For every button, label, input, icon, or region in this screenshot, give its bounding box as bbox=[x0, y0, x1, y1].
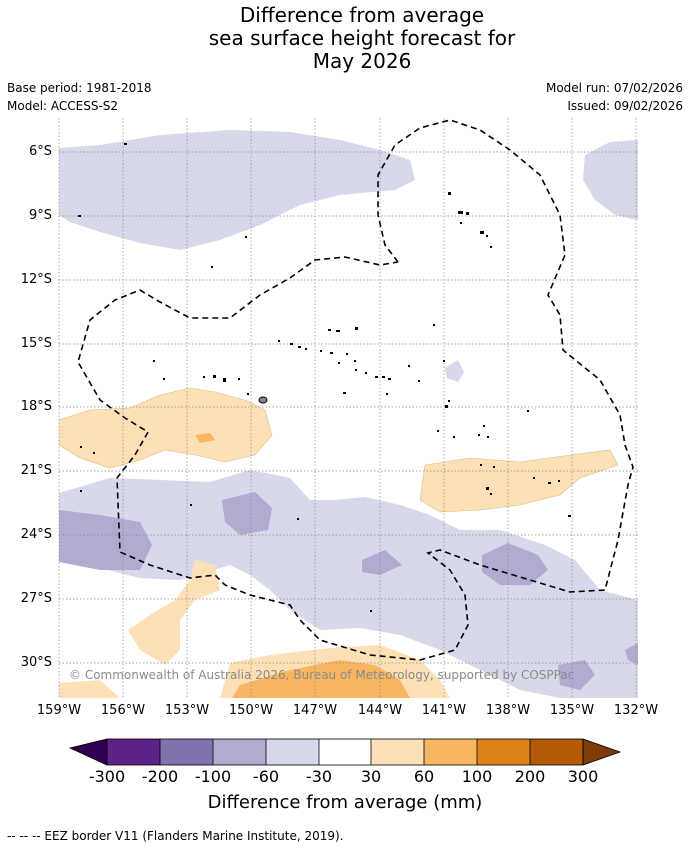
colorbar-label: 300 bbox=[567, 767, 599, 786]
islands bbox=[78, 143, 571, 612]
lon-label: 156°W bbox=[100, 703, 146, 718]
colorbar-label: 200 bbox=[514, 767, 546, 786]
footnote-eez: -- -- -- EEZ border V11 (Flanders Marine… bbox=[7, 829, 344, 843]
lon-label: 132°W bbox=[613, 703, 659, 718]
colorbar-label: -60 bbox=[252, 767, 280, 786]
meta-left: Base period: 1981-2018 Model: ACCESS-S2 bbox=[7, 79, 152, 115]
base-period: Base period: 1981-2018 bbox=[7, 81, 152, 95]
colorbar-segment bbox=[266, 739, 319, 765]
anomaly-field bbox=[59, 130, 638, 698]
model-name: Model: ACCESS-S2 bbox=[7, 99, 119, 113]
issued-date: Issued: 09/02/2026 bbox=[567, 99, 683, 113]
colorbar-segment bbox=[160, 739, 213, 765]
colorbar-segment bbox=[530, 739, 583, 765]
lon-label: 135°W bbox=[549, 703, 595, 718]
lon-label: 153°W bbox=[164, 703, 210, 718]
lat-label: 27°S bbox=[20, 591, 52, 606]
colorbar-label: -100 bbox=[194, 767, 232, 786]
colorbar-high-extend bbox=[582, 738, 622, 766]
lon-label: 141°W bbox=[421, 703, 467, 718]
colorbar-label: 30 bbox=[360, 767, 382, 786]
lat-label: 15°S bbox=[20, 336, 52, 351]
lat-label: 30°S bbox=[20, 655, 52, 670]
colorbar-low-extend bbox=[68, 738, 108, 766]
lon-label: 159°W bbox=[36, 703, 82, 718]
graticule bbox=[58, 118, 638, 698]
colorbar-segment bbox=[107, 739, 160, 765]
colorbar-segment bbox=[424, 739, 477, 765]
title-line-1: Difference from average bbox=[239, 3, 485, 27]
eez-border bbox=[77, 119, 634, 661]
lat-label: 6°S bbox=[28, 144, 52, 159]
lon-label: 147°W bbox=[292, 703, 338, 718]
lon-label: 144°W bbox=[357, 703, 403, 718]
colorbar-label: 60 bbox=[413, 767, 435, 786]
lon-label: 138°W bbox=[485, 703, 531, 718]
meta-right: Model run: 07/02/2026 Issued: 09/02/2026 bbox=[546, 79, 683, 115]
lat-label: 18°S bbox=[20, 399, 52, 414]
lat-label: 21°S bbox=[20, 463, 52, 478]
copyright-notice: © Commonwealth of Australia 2026, Bureau… bbox=[69, 668, 575, 682]
colorbar-label: -300 bbox=[88, 767, 126, 786]
colorbar-segment bbox=[477, 739, 530, 765]
colorbar-segment bbox=[319, 739, 371, 765]
colorbar-segment bbox=[371, 739, 424, 765]
lat-label: 9°S bbox=[28, 208, 52, 223]
colorbar-label: -30 bbox=[305, 767, 333, 786]
title-line-3: May 2026 bbox=[312, 49, 412, 73]
colorbar-segment bbox=[213, 739, 266, 765]
lon-label: 150°W bbox=[228, 703, 274, 718]
colorbar-label: -200 bbox=[141, 767, 179, 786]
lat-label: 24°S bbox=[20, 527, 52, 542]
map-title: Difference from average sea surface heig… bbox=[0, 4, 690, 73]
model-run: Model run: 07/02/2026 bbox=[545, 81, 683, 95]
colorbar-label: 100 bbox=[461, 767, 493, 786]
title-line-2: sea surface height forecast for bbox=[208, 26, 516, 50]
colorbar bbox=[68, 738, 622, 766]
lat-label: 12°S bbox=[20, 272, 52, 287]
colorbar-title: Difference from average (mm) bbox=[207, 792, 483, 813]
